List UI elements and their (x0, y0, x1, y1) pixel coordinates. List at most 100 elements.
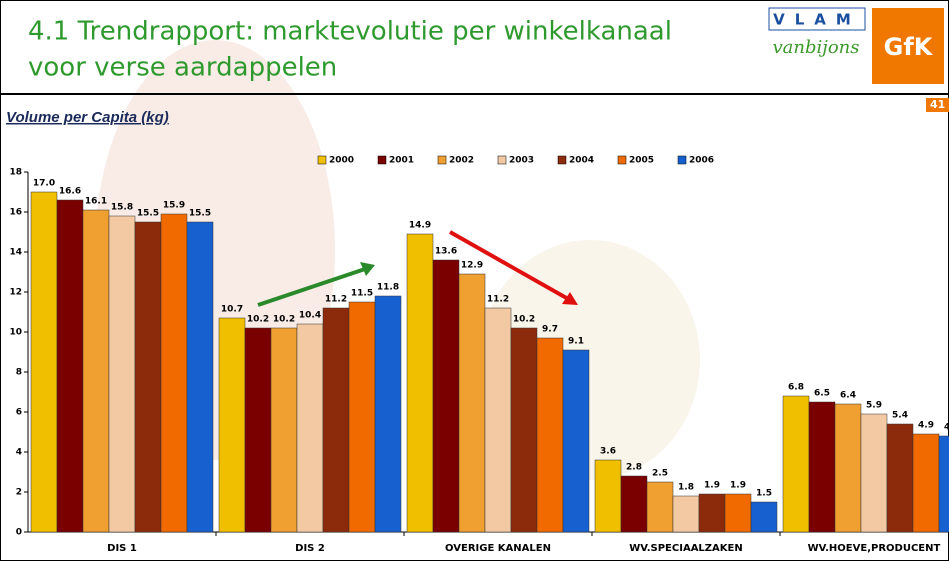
legend-swatch (378, 156, 386, 164)
bar (939, 436, 949, 532)
value-label: 5.4 (892, 411, 908, 421)
value-label: 16.6 (59, 187, 81, 197)
value-label: 9.7 (542, 325, 558, 335)
value-label: 10.4 (299, 311, 321, 321)
bar (887, 424, 913, 532)
y-tick-label: 2 (16, 488, 22, 498)
bar (861, 414, 887, 532)
x-tick-label: WV.HOEVE,PRODUCENT (808, 543, 941, 554)
bar (245, 328, 271, 532)
value-label: 17.0 (33, 179, 55, 189)
y-tick-label: 18 (9, 168, 22, 178)
page-number: 41 (930, 98, 945, 111)
logo-vlam: VLAM (773, 11, 861, 29)
y-tick-label: 16 (9, 208, 22, 218)
value-label: 11.8 (377, 283, 399, 293)
chart: 4.1 Trendrapport: marktevolutie per wink… (0, 0, 949, 561)
bar (109, 216, 135, 532)
value-label: 6.5 (814, 389, 830, 399)
logo-tagline: vanbijons (772, 37, 859, 58)
bar (187, 222, 213, 532)
value-label: 10.2 (273, 315, 295, 325)
legend-swatch (558, 156, 566, 164)
legend-swatch (498, 156, 506, 164)
value-label: 1.8 (678, 483, 694, 493)
legend-label: 2003 (509, 156, 534, 166)
title-line: 4.1 Trendrapport: marktevolutie per wink… (28, 17, 672, 47)
legend-swatch (318, 156, 326, 164)
value-label: 14.9 (409, 221, 431, 231)
bar (407, 234, 433, 532)
bar (783, 396, 809, 532)
x-tick-label: DIS 1 (107, 543, 137, 554)
legend-label: 2005 (629, 156, 654, 166)
y-tick-label: 4 (16, 448, 22, 458)
legend-label: 2002 (449, 156, 474, 166)
bar (135, 222, 161, 532)
bar (375, 296, 401, 532)
legend-swatch (618, 156, 626, 164)
value-label: 3.6 (600, 447, 616, 457)
bar (725, 494, 751, 532)
legend-label: 2006 (689, 156, 714, 166)
value-label: 13.6 (435, 247, 457, 257)
slide: 4.1 Trendrapport: marktevolutie per wink… (0, 0, 949, 561)
value-label: 15.5 (189, 209, 211, 219)
y-tick-label: 14 (9, 248, 22, 258)
value-label: 10.2 (247, 315, 269, 325)
bar (537, 338, 563, 532)
logo-gfk: GfK (884, 33, 934, 61)
legend-label: 2001 (389, 156, 414, 166)
bar (433, 260, 459, 532)
value-label: 1.5 (756, 489, 772, 499)
bar (57, 200, 83, 532)
subtitle: Volume per Capita (kg) (6, 109, 169, 126)
legend-label: 2004 (569, 156, 594, 166)
value-label: 12.9 (461, 261, 483, 271)
y-tick-label: 10 (9, 328, 22, 338)
value-label: 1.9 (704, 481, 720, 491)
x-tick-label: WV.SPECIAALZAKEN (629, 543, 743, 554)
value-label: 6.8 (788, 383, 804, 393)
legend-label: 2000 (329, 156, 354, 166)
legend-swatch (678, 156, 686, 164)
bar (647, 482, 673, 532)
value-label: 5.9 (866, 401, 882, 411)
y-tick-label: 8 (16, 368, 22, 378)
value-label: 15.9 (163, 201, 185, 211)
bar (699, 494, 725, 532)
bar (809, 402, 835, 532)
value-label: 2.5 (652, 469, 668, 479)
value-label: 11.2 (487, 295, 509, 305)
y-tick-label: 12 (9, 288, 22, 298)
x-tick-label: DIS 2 (295, 543, 325, 554)
bar (485, 308, 511, 532)
value-label: 16.1 (85, 197, 107, 207)
bar (271, 328, 297, 532)
value-label: 9.1 (568, 337, 584, 347)
value-label: 2.8 (626, 463, 642, 473)
bar (751, 502, 777, 532)
bar (219, 318, 245, 532)
value-label: 15.5 (137, 209, 159, 219)
value-label: 4.9 (918, 421, 934, 431)
value-label: 10.7 (221, 305, 243, 315)
bar (595, 460, 621, 532)
bar (161, 214, 187, 532)
bar (323, 308, 349, 532)
value-label: 1.9 (730, 481, 746, 491)
bar (459, 274, 485, 532)
bar (83, 210, 109, 532)
x-tick-label: OVERIGE KANALEN (445, 543, 551, 554)
bar (31, 192, 57, 532)
title-line: voor verse aardappelen (28, 53, 337, 83)
value-label: 4.8 (944, 423, 949, 433)
bar (297, 324, 323, 532)
legend-swatch (438, 156, 446, 164)
y-tick-label: 6 (16, 408, 22, 418)
bar (913, 434, 939, 532)
value-label: 15.8 (111, 203, 133, 213)
bar (349, 302, 375, 532)
value-label: 10.2 (513, 315, 535, 325)
bar (673, 496, 699, 532)
